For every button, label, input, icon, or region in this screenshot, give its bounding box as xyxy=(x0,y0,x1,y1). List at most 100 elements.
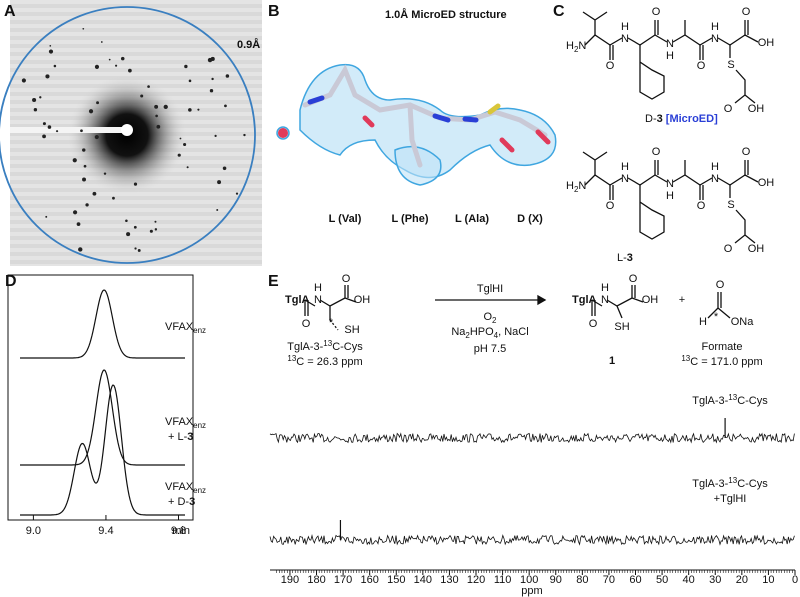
compound-label: L-3 xyxy=(617,252,633,264)
x-tick-label: 130 xyxy=(440,574,458,586)
condition: pH 7.5 xyxy=(474,343,506,355)
panel-label: E xyxy=(268,273,279,290)
x-tick-label: 30 xyxy=(709,574,721,586)
atom-label: O xyxy=(302,318,311,330)
panel-label: A xyxy=(4,3,16,20)
atom-label: H xyxy=(314,282,322,294)
atom-label: H xyxy=(711,21,719,33)
density-map xyxy=(276,63,557,186)
chemical-shift: 13C = 26.3 ppm xyxy=(287,354,362,368)
x-tick-label: 70 xyxy=(603,574,615,586)
atom-label: O xyxy=(742,146,751,158)
compound-label: D-3 [MicroED] xyxy=(645,113,718,125)
compound-name: Formate xyxy=(702,341,743,353)
trace-label: VFAXenz xyxy=(165,321,206,335)
structure-title: 1.0Å MicroED structure xyxy=(385,8,507,21)
atom-label: O xyxy=(724,243,733,255)
atom-label: TglA xyxy=(572,294,596,306)
compound-number: 1 xyxy=(609,355,615,367)
atom-label: H xyxy=(699,316,707,328)
atom-label: O xyxy=(606,200,615,212)
x-tick-label: 10 xyxy=(762,574,774,586)
atom-label: OH xyxy=(748,103,765,115)
atom-label: SH xyxy=(614,321,629,333)
panel-label: C xyxy=(553,3,565,20)
atom-label: O xyxy=(716,279,725,291)
x-tick-label: 40 xyxy=(683,574,695,586)
x-axis-label: min xyxy=(172,525,190,537)
atom-label: O xyxy=(697,200,706,212)
atom-label: N xyxy=(666,178,674,190)
x-tick-label: 180 xyxy=(307,574,325,586)
atom-label: * xyxy=(329,317,334,329)
atom-label: H xyxy=(666,50,674,62)
x-tick-label: 20 xyxy=(736,574,748,586)
atom-label: H2N xyxy=(566,40,586,54)
chemical-shift: 13C = 171.0 ppm xyxy=(681,354,762,368)
atom-label: ONa xyxy=(731,316,755,328)
x-tick-label: 0 xyxy=(792,574,798,586)
x-tick-label: 140 xyxy=(414,574,432,586)
atom-label: O xyxy=(697,60,706,72)
nmr-spectrum xyxy=(269,432,795,444)
x-tick-label: 9.0 xyxy=(26,525,41,537)
atom-label: N xyxy=(621,33,629,45)
condition: Na2HPO4, NaCl xyxy=(451,326,528,340)
atom-label: OH xyxy=(758,177,775,189)
x-tick-label: 150 xyxy=(387,574,405,586)
spectrum-label: +TglHI xyxy=(714,493,747,505)
trace-label: + D-3 xyxy=(168,496,195,508)
atom-label: H2N xyxy=(566,180,586,194)
atom-label: O xyxy=(742,6,751,18)
atom-label: N xyxy=(666,38,674,50)
atom-label: H xyxy=(711,161,719,173)
atom-label: O xyxy=(629,273,638,285)
atom-label: OH xyxy=(748,243,765,255)
chromatogram-trace xyxy=(20,384,185,516)
x-axis-label: ppm xyxy=(521,585,542,597)
residue-label: L (Phe) xyxy=(391,213,428,225)
x-tick-label: 160 xyxy=(361,574,379,586)
chromatogram-trace xyxy=(20,369,185,466)
plot-frame xyxy=(7,274,194,521)
x-tick-label: 90 xyxy=(550,574,562,586)
atom-label: * xyxy=(714,311,719,323)
resolution-label: 0.9Å xyxy=(237,38,260,51)
x-tick-label: 60 xyxy=(629,574,641,586)
panel-label: B xyxy=(268,3,280,20)
atom-label: H xyxy=(621,21,629,33)
atom-label: O xyxy=(342,273,351,285)
x-tick-label: 9.4 xyxy=(98,525,113,537)
atom-label: S xyxy=(727,199,734,211)
reaction-scheme xyxy=(304,285,731,331)
atom-label: O xyxy=(724,103,733,115)
panel-label: D xyxy=(5,273,17,290)
trace-label: VFAXenz xyxy=(165,481,206,495)
chromatogram-trace xyxy=(20,289,185,359)
atom-label: OH xyxy=(758,37,775,49)
plus-sign: + xyxy=(679,294,685,306)
x-tick-label: 9.8 xyxy=(171,525,186,537)
x-tick-label: 120 xyxy=(467,574,485,586)
atom-label: O xyxy=(652,146,661,158)
atom-label: N xyxy=(711,33,719,45)
atom-label: H xyxy=(601,282,609,294)
residue-label: L (Ala) xyxy=(455,213,489,225)
x-tick-label: 190 xyxy=(281,574,299,586)
x-tick-label: 100 xyxy=(520,574,538,586)
x-tick-label: 110 xyxy=(494,574,512,586)
residue-label: D (X) xyxy=(517,213,543,225)
residue-label: L (Val) xyxy=(329,213,362,225)
atom-label: OH xyxy=(354,294,371,306)
atom-label: N xyxy=(601,294,609,306)
compound-name: TglA-3-13C-Cys xyxy=(287,339,363,353)
atom-label: O xyxy=(589,318,598,330)
x-tick-label: 170 xyxy=(334,574,352,586)
diffraction-image xyxy=(0,0,262,266)
spectrum-label: TglA-3-13C-Cys xyxy=(692,393,768,407)
atom-label: N xyxy=(314,294,322,306)
nmr-spectrum xyxy=(269,534,795,546)
atom-label: H xyxy=(621,161,629,173)
atom-label: O xyxy=(606,60,615,72)
